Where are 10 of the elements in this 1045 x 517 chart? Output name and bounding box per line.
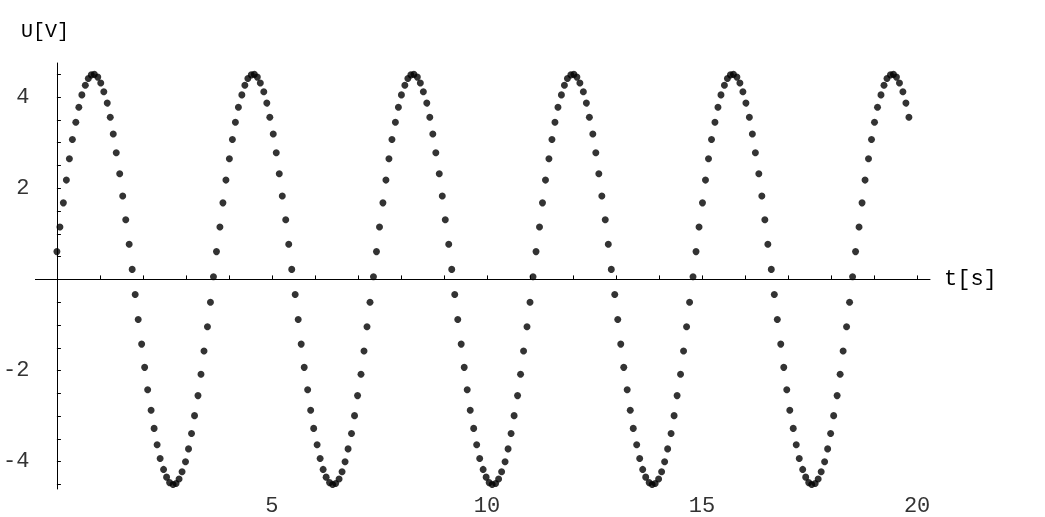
y-tick-label: -4 — [3, 449, 30, 475]
x-tick-label: 15 — [688, 493, 716, 517]
x-tick-label: 5 — [265, 493, 279, 517]
y-tick-label: 4 — [16, 84, 30, 110]
x-tick-label: 10 — [473, 493, 501, 517]
y-axis-title: U[V] — [20, 19, 69, 43]
x-axis-title: t[s] — [944, 266, 997, 292]
x-tick-label: 20 — [903, 493, 931, 517]
y-tick-label: -2 — [3, 358, 30, 384]
y-tick-label: 2 — [16, 175, 30, 201]
